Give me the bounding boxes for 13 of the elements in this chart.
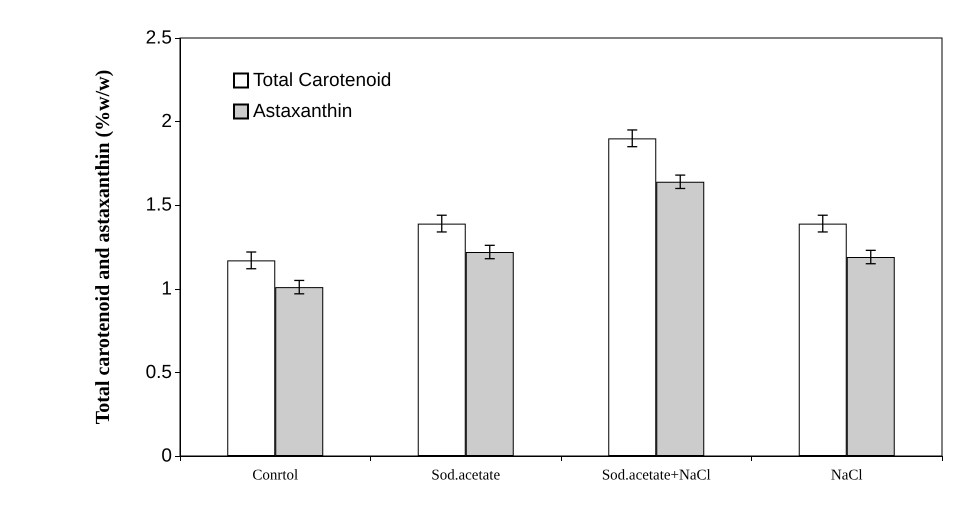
legend-label: Total Carotenoid xyxy=(253,70,392,91)
legend-label: Astaxanthin xyxy=(253,101,352,122)
x-tick-label: Conrtol xyxy=(252,468,298,484)
y-tick-label: 2 xyxy=(161,111,172,132)
y-tick-label: 0.5 xyxy=(146,362,172,383)
y-tick-label: 1.5 xyxy=(146,194,172,216)
y-axis-title: Total carotenoid and astaxanthin (%w/w) xyxy=(92,70,114,424)
x-tick-label: Sod.acetate+NaCl xyxy=(602,468,711,484)
y-tick-label: 2.5 xyxy=(146,28,172,48)
x-tick-label: Sod.acetate xyxy=(431,468,500,484)
x-tick-label: NaCl xyxy=(830,468,863,484)
y-tick-label: 1 xyxy=(161,278,172,300)
y-tick-label: 0 xyxy=(161,446,172,466)
